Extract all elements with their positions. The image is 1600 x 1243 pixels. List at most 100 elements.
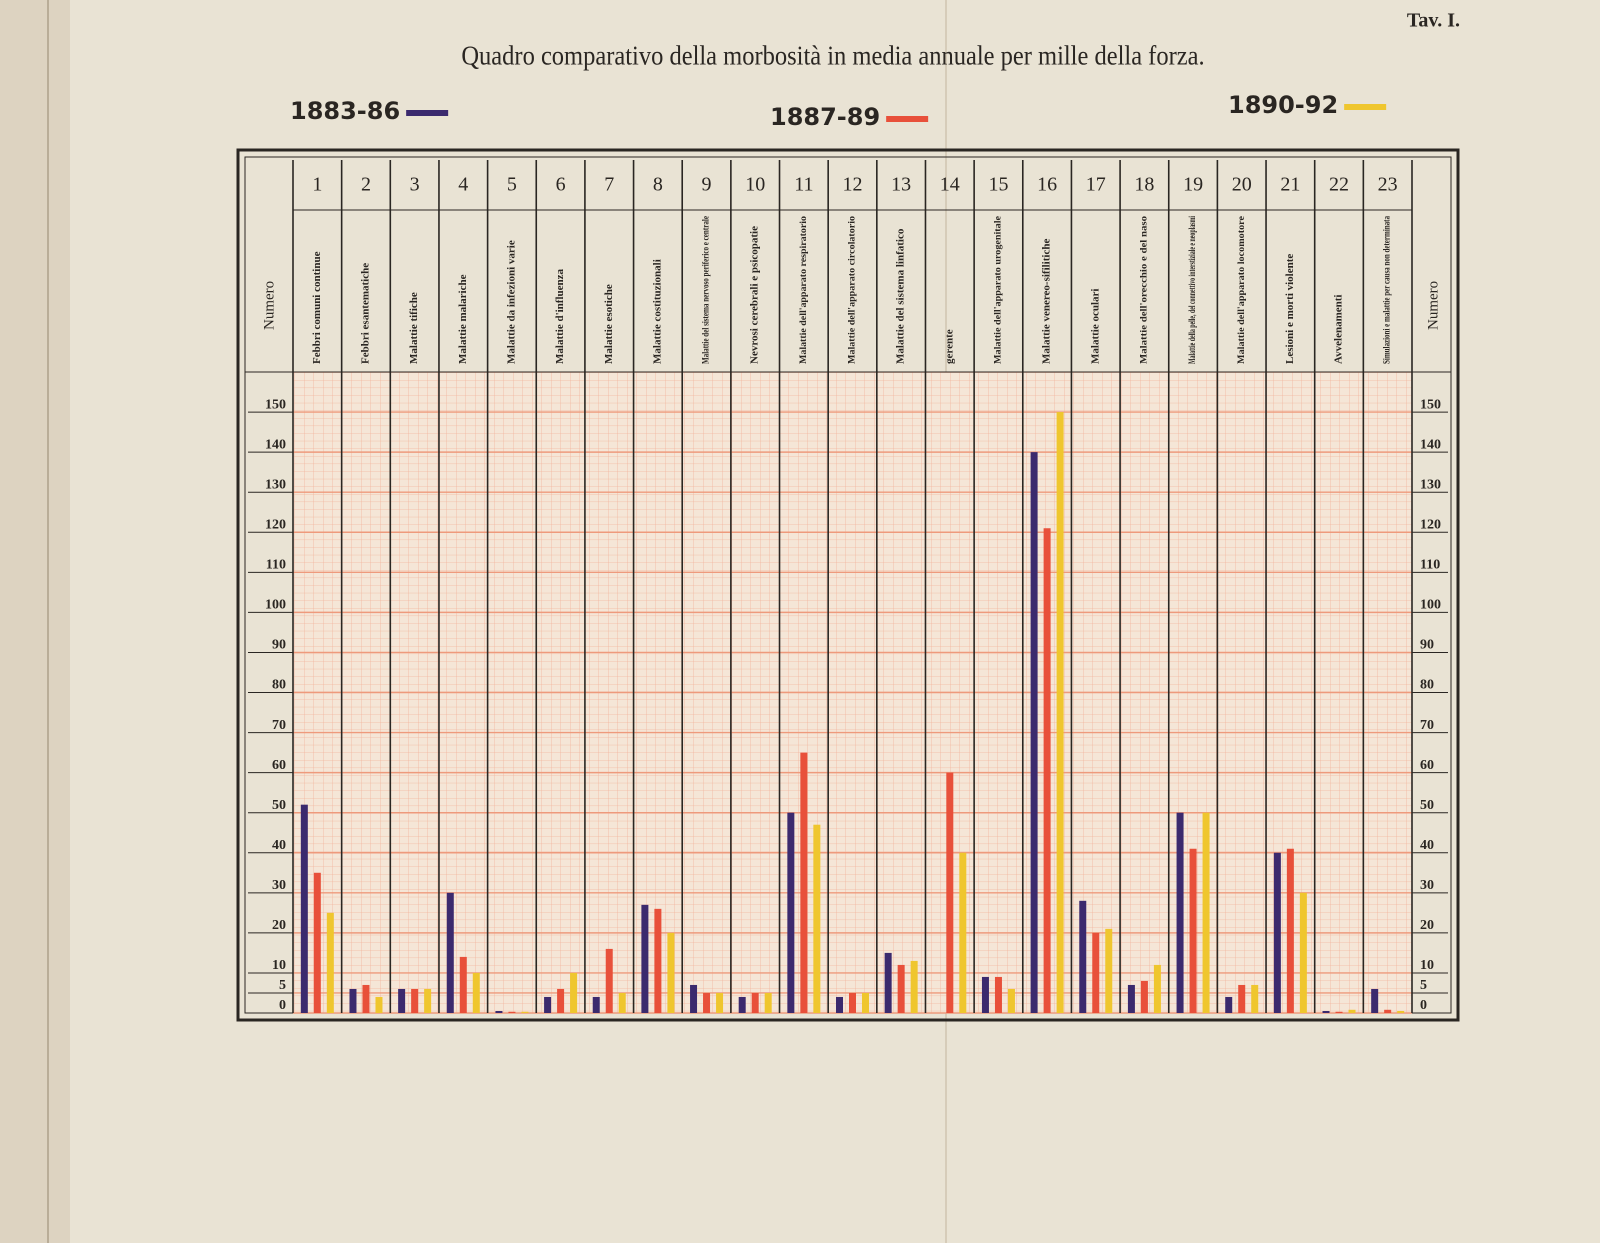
bar — [424, 988, 432, 1013]
bar — [1225, 996, 1233, 1013]
bar — [690, 984, 698, 1013]
category-label: Malattie oculari — [1089, 289, 1101, 364]
bar — [1273, 852, 1281, 1013]
bar — [667, 932, 675, 1013]
y-tick-label-right: 100 — [1420, 598, 1441, 613]
category-number: 4 — [458, 174, 468, 196]
bar — [1335, 1011, 1343, 1013]
y-axis-label: Numero — [261, 281, 277, 330]
bar — [641, 904, 649, 1013]
category-label: Malattie della pelle, del connettivo int… — [1187, 216, 1197, 364]
y-axis-label-right: Numero — [1425, 281, 1441, 330]
category-label: Malattie del sistema nervoso periferico … — [701, 216, 711, 364]
bar — [1322, 1010, 1330, 1013]
bar — [326, 912, 334, 1013]
bar — [751, 992, 759, 1013]
category-number: 19 — [1183, 174, 1203, 196]
bar — [300, 804, 308, 1013]
category-number: 11 — [794, 174, 813, 196]
bar — [716, 992, 724, 1013]
category-label: Malattie dell'apparato respiratorio — [798, 215, 808, 364]
category-number: 22 — [1329, 174, 1349, 196]
category-label: Nevrosi cerebrali e psicopatie — [749, 226, 761, 364]
legend-swatch — [406, 110, 449, 116]
y-tick-label: 80 — [272, 678, 286, 693]
bar — [1105, 928, 1113, 1013]
y-tick-label: 30 — [272, 878, 286, 893]
bar — [1127, 984, 1135, 1013]
category-number: 9 — [702, 174, 712, 196]
bar — [521, 1011, 529, 1013]
category-number: 7 — [604, 174, 614, 196]
y-tick-label: 90 — [272, 638, 286, 653]
bar — [1348, 1009, 1356, 1013]
bar — [495, 1010, 503, 1013]
bar — [1384, 1009, 1392, 1013]
category-number: 15 — [988, 174, 1008, 196]
y-tick-label-right: 120 — [1420, 517, 1441, 532]
bar — [362, 984, 370, 1013]
bar — [459, 956, 467, 1013]
bar — [849, 992, 856, 1013]
chart-title: Quadro comparativo della morbosità in me… — [461, 40, 1204, 71]
bar — [472, 972, 480, 1013]
y-tick-label: 150 — [265, 397, 286, 412]
y-tick-label-right: 5 — [1420, 978, 1427, 993]
category-label: Malattie tifiche — [408, 292, 420, 364]
category-label: Malattie da infezioni varie — [505, 240, 517, 364]
category-label: Febbri esantematiche — [360, 263, 372, 364]
plate-label: Tav. I. — [1407, 10, 1460, 32]
bar — [897, 964, 905, 1013]
category-label: Malattie esotiche — [603, 284, 615, 364]
bar — [836, 996, 843, 1013]
bar — [570, 972, 578, 1013]
category-label: Febbri comuni continue — [311, 251, 323, 364]
bar — [884, 952, 892, 1013]
category-label: Malattie dell'orecchio e del naso — [1138, 215, 1148, 364]
y-tick-label: 40 — [272, 838, 286, 853]
y-tick-label: 140 — [265, 437, 286, 452]
bar — [813, 824, 821, 1013]
bar — [618, 992, 626, 1013]
category-number: 3 — [410, 174, 420, 196]
bar — [1202, 812, 1210, 1013]
legend: 1883-86 1887-89 1890-92 — [290, 91, 1387, 131]
bar — [544, 996, 552, 1013]
bar — [398, 988, 406, 1013]
category-number: 6 — [556, 174, 566, 196]
bar — [313, 872, 321, 1013]
y-tick-label-right: 140 — [1420, 437, 1441, 452]
bar — [1299, 892, 1307, 1013]
category-label: Avvelenamenti — [1333, 295, 1345, 364]
y-tick-label: 110 — [266, 558, 286, 573]
y-tick-label-right: 50 — [1420, 798, 1434, 813]
category-number: 5 — [507, 174, 517, 196]
category-label: gerente — [943, 329, 955, 364]
bar — [1153, 964, 1161, 1013]
category-number: 2 — [361, 174, 371, 196]
bar — [1007, 988, 1015, 1013]
bar — [1371, 988, 1379, 1013]
bar — [592, 996, 600, 1013]
bar — [1092, 932, 1100, 1013]
bar — [787, 812, 795, 1013]
bar — [862, 992, 869, 1013]
bar — [1238, 984, 1246, 1013]
category-label: Lesioni e morti violente — [1284, 254, 1296, 364]
bar — [910, 960, 918, 1013]
category-number: 12 — [843, 174, 863, 196]
y-tick-label: 100 — [265, 598, 286, 613]
y-tick-label-right: 130 — [1420, 477, 1441, 492]
bar — [654, 908, 662, 1013]
y-tick-label: 70 — [272, 718, 286, 733]
category-label: Malattie dell'apparato urogenitale — [993, 216, 1003, 364]
bar — [981, 976, 989, 1013]
y-tick-label-right: 10 — [1420, 958, 1434, 973]
bar — [508, 1011, 516, 1013]
category-number: 16 — [1037, 174, 1057, 196]
y-tick-label-right: 90 — [1420, 638, 1434, 653]
bar — [764, 992, 772, 1013]
bar — [375, 996, 383, 1013]
